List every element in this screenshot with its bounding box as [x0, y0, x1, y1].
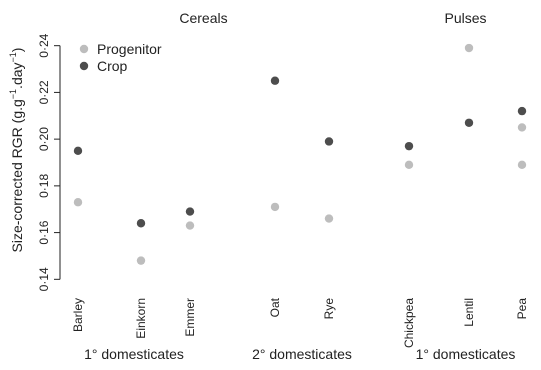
progenitor-point [517, 160, 527, 170]
data-points [73, 43, 527, 265]
x-category-label: Einkorn [134, 298, 148, 339]
progenitor-point [185, 221, 195, 230]
crop-point [324, 137, 334, 146]
y-tick-label: 0·16 [37, 220, 51, 244]
legend-label-crop: Crop [97, 58, 128, 74]
y-axis: 0·14 0·16 0·18 0·20 0·22 0·24 [37, 33, 61, 291]
progenitor-point [73, 198, 83, 207]
crop-point [404, 141, 414, 151]
y-tick-label: 0·14 [37, 267, 51, 291]
top-group-labels: Cereals Pulses [179, 10, 486, 26]
x-category-label: Emmer [183, 298, 197, 337]
y-axis-label: Size-corrected RGR (g.g−1.day−1) [8, 48, 25, 253]
bottom-group-labels: 1° domesticates 2° domesticates 1° domesti… [84, 346, 515, 362]
bottom-group-label: 1° domesticates [84, 346, 184, 362]
crop-point [73, 146, 83, 156]
crop-point [464, 118, 474, 127]
progenitor-point [270, 202, 280, 212]
y-tick-label: 0·18 [37, 174, 51, 198]
y-tick-label: 0·20 [37, 127, 51, 151]
progenitor-point [464, 43, 474, 53]
bottom-group-label: 2° domesticates [252, 346, 352, 362]
progenitor-point [136, 256, 146, 265]
legend-marker-progenitor [79, 44, 89, 54]
crop-point [517, 106, 527, 116]
crop-point [136, 219, 146, 228]
y-tick-label: 0·22 [37, 80, 51, 104]
x-category-label: Pea [515, 298, 529, 320]
x-category-label: Rye [322, 298, 336, 320]
bottom-group-label: 1° domesticates [416, 346, 516, 362]
top-group-label: Pulses [444, 10, 486, 26]
y-ticks: 0·14 0·16 0·18 0·20 0·22 0·24 [37, 33, 60, 291]
x-category-label: Lentil [462, 298, 476, 327]
x-category-labels: Barley Einkorn Emmer Oat Rye Chickpea Lentil Pe… [71, 297, 529, 348]
y-tick-label: 0·24 [37, 33, 51, 57]
x-category-label: Barley [71, 298, 85, 332]
x-category-label: Oat [268, 297, 282, 317]
top-group-label: Cereals [179, 10, 227, 26]
legend-marker-crop [79, 61, 89, 71]
progenitor-point [324, 214, 334, 223]
progenitor-point [517, 123, 527, 132]
crop-point [270, 76, 280, 85]
x-category-label: Chickpea [402, 298, 416, 348]
crop-point [185, 207, 195, 216]
legend-label-progenitor: Progenitor [97, 41, 162, 57]
progenitor-point [404, 160, 414, 170]
